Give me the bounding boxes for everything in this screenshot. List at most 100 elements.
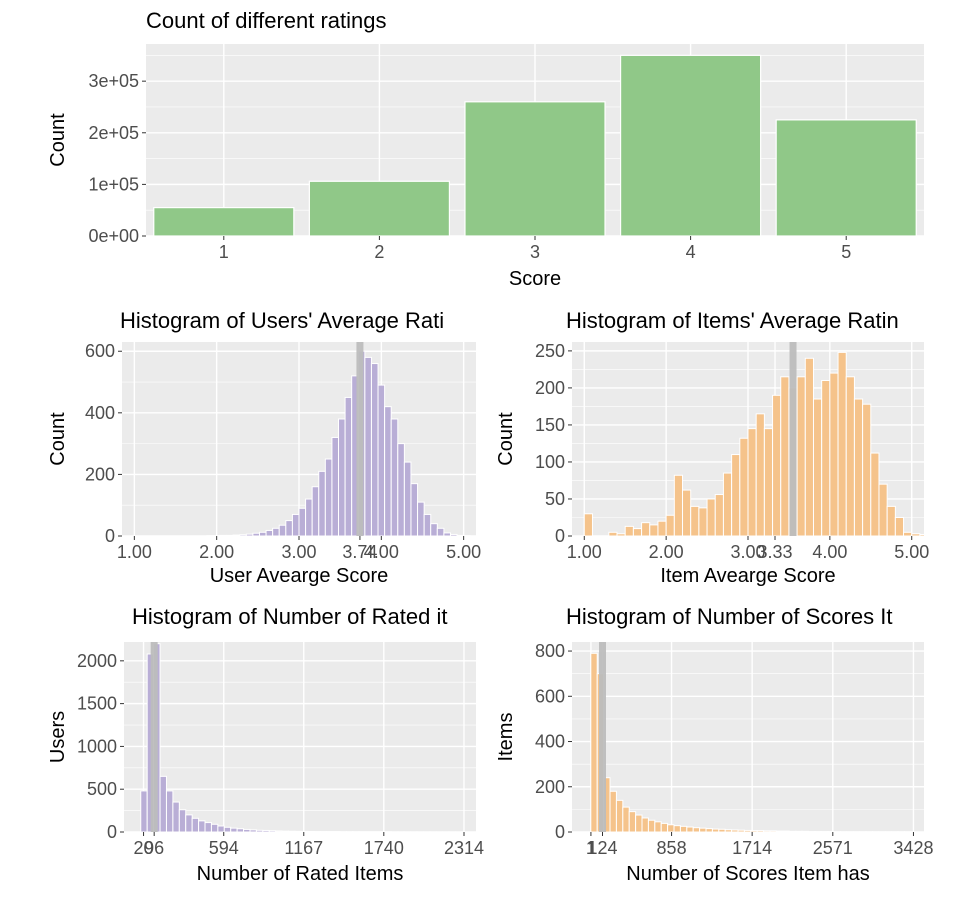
histogram-bar — [417, 501, 425, 536]
histogram-bar — [821, 380, 831, 536]
histogram-bar — [878, 483, 888, 536]
histogram-bar — [252, 532, 260, 536]
x-tick-label: 1 — [586, 838, 596, 858]
histogram-bar — [390, 418, 399, 536]
histogram-bar — [291, 513, 300, 536]
bar — [153, 207, 295, 236]
histogram-bar — [377, 384, 386, 536]
x-tick-label: 1 — [219, 242, 229, 262]
histogram-bar — [837, 351, 847, 536]
histogram-bar — [344, 396, 353, 536]
histogram-bar — [243, 828, 251, 832]
histogram-bar — [236, 828, 245, 832]
histogram-bar — [430, 523, 438, 536]
histogram-bar — [300, 830, 309, 832]
histogram-bar — [165, 790, 174, 832]
histogram-bar — [583, 513, 593, 536]
y-axis-title: Count — [47, 412, 69, 466]
y-axis-title: Count — [495, 412, 517, 466]
y-tick-label: 400 — [535, 732, 565, 752]
histogram-bar — [265, 529, 274, 536]
y-tick-label: 400 — [85, 403, 115, 423]
plot-panel — [572, 642, 924, 832]
histogram-bar — [410, 483, 419, 536]
histogram-bar — [698, 507, 708, 536]
histogram-bar — [737, 829, 745, 832]
chart-title: Histogram of Items' Average Ratin — [566, 308, 899, 333]
histogram-bar — [724, 829, 733, 832]
histogram-bar — [641, 817, 649, 832]
histogram-bar — [635, 814, 643, 832]
x-tick-label: 3.74 — [342, 542, 377, 562]
histogram-bar — [903, 531, 913, 536]
histogram-bar — [159, 775, 167, 832]
y-tick-label: 600 — [85, 341, 115, 361]
x-tick-label: 2.00 — [199, 542, 234, 562]
histogram-bar — [919, 534, 924, 536]
histogram-bar — [622, 806, 630, 832]
y-tick-label: 250 — [535, 341, 565, 361]
histogram-bar — [397, 443, 405, 536]
y-tick-label: 1500 — [77, 694, 117, 714]
histogram-bar — [769, 830, 777, 832]
y-axis-title: Users — [47, 711, 69, 763]
histogram-bar — [763, 830, 771, 832]
histogram-bar — [763, 428, 774, 536]
histogram-bar — [456, 534, 465, 536]
x-tick-label: 5.00 — [894, 542, 929, 562]
histogram-bar — [739, 437, 749, 536]
histogram-bar — [288, 830, 296, 832]
histogram-bar — [331, 436, 340, 536]
y-tick-label: 0 — [105, 526, 115, 546]
histogram-bar — [731, 454, 741, 536]
bar — [619, 54, 762, 236]
x-tick-label: 20 — [134, 838, 154, 858]
histogram-bar — [285, 520, 293, 536]
histogram-bar — [667, 824, 675, 832]
histogram-bar — [665, 514, 675, 536]
histogram-bar — [226, 534, 234, 536]
histogram-bar — [443, 532, 451, 536]
histogram-bar — [718, 828, 726, 832]
histogram-bar — [590, 652, 598, 832]
histogram-bar — [649, 524, 659, 536]
histogram-bar — [673, 474, 684, 536]
x-axis-title: Item Avearge Score — [660, 565, 835, 587]
histogram-bar — [743, 829, 752, 832]
x-tick-label: 858 — [657, 838, 687, 858]
histogram-bar — [780, 376, 790, 536]
x-tick-label: 5 — [841, 242, 851, 262]
histogram-bar — [191, 817, 200, 832]
x-tick-label: 3428 — [893, 838, 933, 858]
histogram-bar — [782, 830, 790, 832]
histogram-bar — [609, 790, 617, 832]
histogram-bar — [706, 498, 716, 536]
histogram-bar — [436, 527, 445, 536]
histogram-bar — [370, 363, 379, 536]
y-tick-label: 800 — [535, 641, 565, 661]
histogram-bar — [311, 486, 320, 536]
histogram-bar — [272, 527, 280, 536]
histogram-bar — [616, 533, 626, 536]
histogram-bar — [198, 820, 206, 832]
histogram-bar — [172, 801, 180, 832]
chart-title: Histogram of Users' Average Rati — [120, 308, 444, 333]
plot-content — [122, 342, 476, 536]
histogram-bar — [755, 413, 765, 536]
histogram-bar — [219, 534, 228, 536]
x-tick-label: 3 — [530, 242, 540, 262]
y-tick-label: 150 — [535, 415, 565, 435]
x-tick-label: 1167 — [284, 838, 323, 858]
x-axis-title: Number of Rated Items — [197, 863, 404, 885]
histogram-bar — [217, 825, 225, 832]
histogram-bar — [632, 528, 643, 536]
histogram-bar — [911, 533, 921, 536]
histogram-bar — [894, 516, 905, 536]
histogram-bar — [747, 428, 757, 536]
y-tick-label: 1000 — [77, 736, 117, 756]
y-tick-label: 500 — [87, 779, 117, 799]
